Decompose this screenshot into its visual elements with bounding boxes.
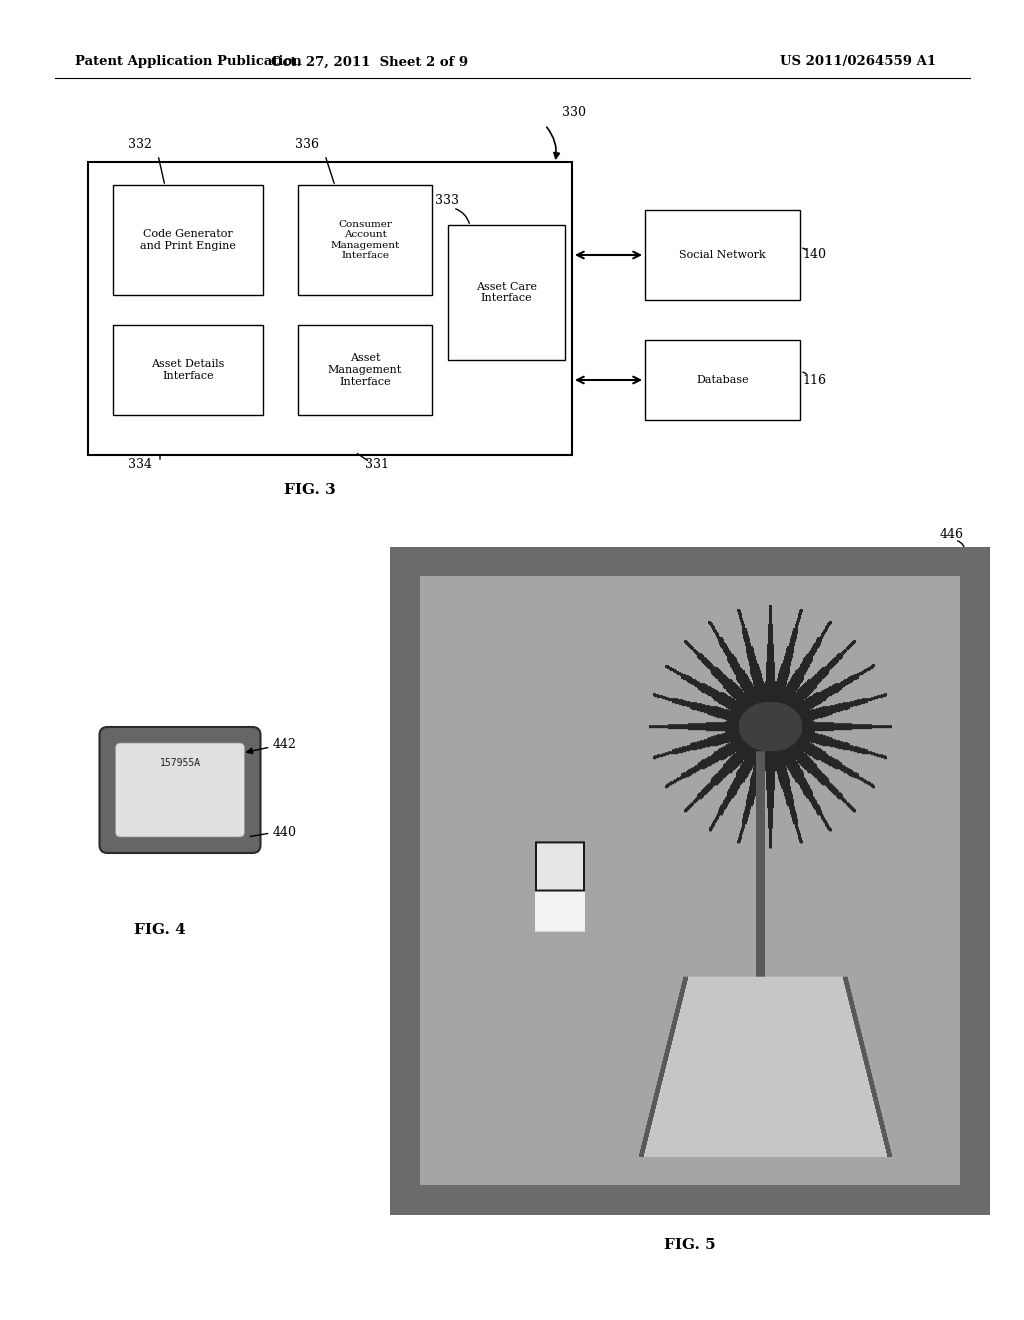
Bar xyxy=(298,325,432,414)
FancyBboxPatch shape xyxy=(99,727,260,853)
FancyBboxPatch shape xyxy=(116,743,245,837)
Text: US 2011/0264559 A1: US 2011/0264559 A1 xyxy=(780,55,936,69)
Text: 446: 446 xyxy=(940,528,964,541)
Text: 444: 444 xyxy=(490,925,550,940)
Bar xyxy=(645,210,800,300)
Text: 332: 332 xyxy=(128,139,152,152)
Text: 336: 336 xyxy=(295,139,319,152)
Text: Asset Details
Interface: Asset Details Interface xyxy=(152,359,224,380)
Text: FIG. 4: FIG. 4 xyxy=(134,923,186,937)
Bar xyxy=(645,341,800,420)
Text: Asset Care
Interface: Asset Care Interface xyxy=(476,281,537,304)
Text: 116: 116 xyxy=(802,374,826,387)
Bar xyxy=(298,185,432,294)
Bar xyxy=(113,325,263,414)
Text: 334: 334 xyxy=(128,458,152,471)
Text: 330: 330 xyxy=(562,106,586,119)
Text: FIG. 3: FIG. 3 xyxy=(284,483,336,498)
Text: Social Network: Social Network xyxy=(679,249,766,260)
Text: Asset
Management
Interface: Asset Management Interface xyxy=(328,354,402,387)
Text: 157955A: 157955A xyxy=(160,758,201,768)
Bar xyxy=(449,224,565,360)
Bar xyxy=(113,185,263,294)
Text: 440: 440 xyxy=(272,826,297,840)
Text: Database: Database xyxy=(696,375,749,385)
Text: Consumer
Account
Management
Interface: Consumer Account Management Interface xyxy=(331,220,399,260)
Text: 442: 442 xyxy=(495,867,555,883)
Text: 333: 333 xyxy=(435,194,459,206)
Text: 140: 140 xyxy=(802,248,826,261)
Text: FIG. 5: FIG. 5 xyxy=(665,1238,716,1251)
Text: 442: 442 xyxy=(272,738,296,751)
Text: Code Generator
and Print Engine: Code Generator and Print Engine xyxy=(140,230,236,251)
Bar xyxy=(88,162,572,455)
Text: Oct. 27, 2011  Sheet 2 of 9: Oct. 27, 2011 Sheet 2 of 9 xyxy=(271,55,469,69)
Text: 331: 331 xyxy=(365,458,389,471)
Text: Patent Application Publication: Patent Application Publication xyxy=(75,55,302,69)
